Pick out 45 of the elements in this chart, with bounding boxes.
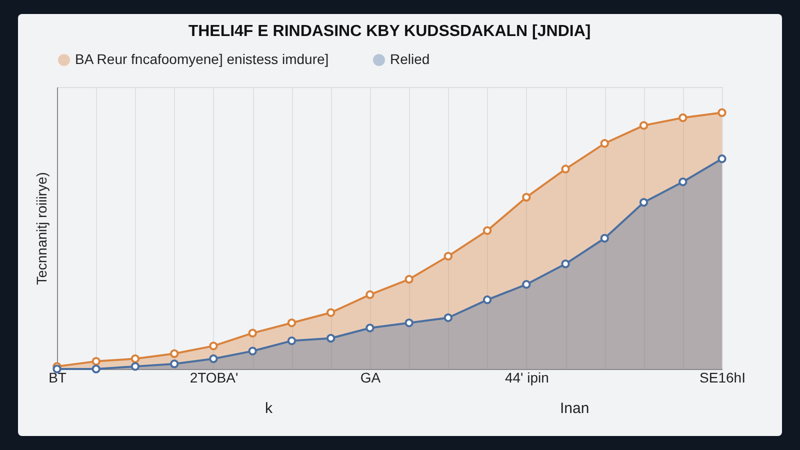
point [92,356,100,366]
point [718,154,726,164]
point [678,178,688,186]
point [522,280,531,289]
point [639,121,648,130]
point [92,364,100,374]
point [209,342,218,350]
legend-label: BA Reur fncafoomyene] enistess imdure] [75,51,329,67]
point [561,164,570,174]
point [170,349,179,358]
point [404,318,414,328]
point [209,354,218,364]
point [287,318,296,328]
point [444,252,453,261]
point [444,313,453,322]
point [170,360,179,368]
point [130,354,140,364]
x-tick-label: GA [360,370,382,386]
point [130,362,140,371]
point [366,324,374,332]
point [561,260,570,268]
point [248,346,257,356]
text: Inan [560,400,590,417]
point [404,274,414,284]
point [522,192,531,202]
x-tick-label: 44' ipin [504,370,549,386]
point [248,328,257,338]
x-tick-label: SE16hI [700,370,746,386]
point [482,226,492,235]
point [639,198,648,207]
point [326,308,336,317]
point [600,234,609,243]
x-tick-label: 2TOBA' [190,370,238,386]
point [287,336,296,346]
point [326,334,336,343]
point [678,113,688,122]
chart-title: THELI4F E RINDASINC KBY KUDSSDAKALN [JNDIA] [188,23,591,40]
text: k [265,400,272,417]
x-tick-label: BT [48,370,67,386]
point [718,108,726,117]
point [482,295,492,304]
point [600,139,609,148]
point [366,290,374,299]
legend-label: Relied [390,51,430,67]
y-axis-title: Tecnnanitj roiiirye) [34,172,50,285]
